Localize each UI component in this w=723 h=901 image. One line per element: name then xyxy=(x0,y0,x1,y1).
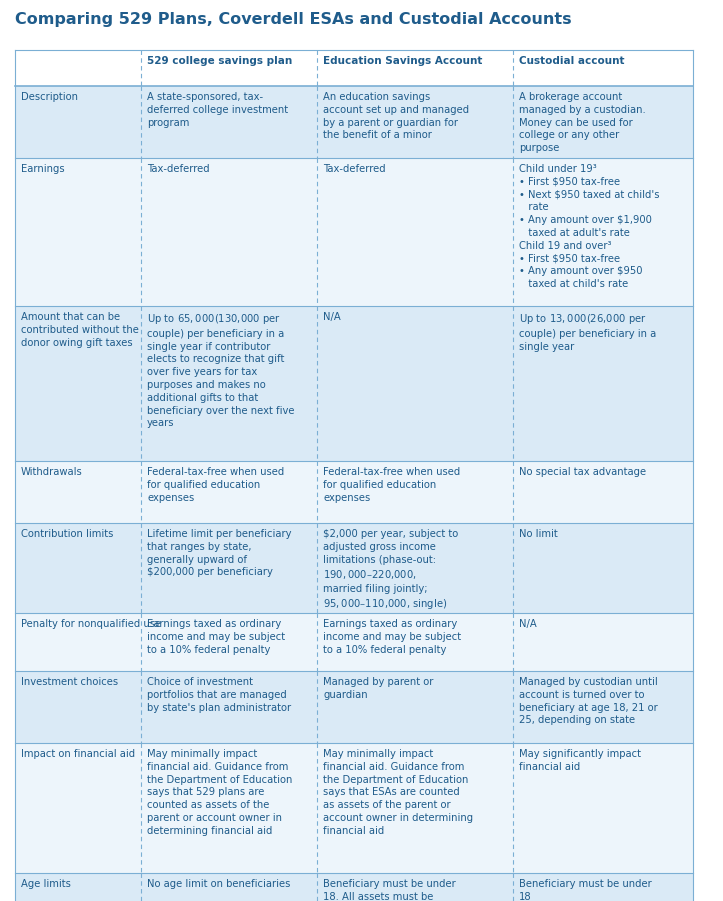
Text: $2,000 per year, subject to
adjusted gross income
limitations (phase-out:
$190,0: $2,000 per year, subject to adjusted gro… xyxy=(323,529,458,612)
Text: Managed by custodian until
account is turned over to
beneficiary at age 18, 21 o: Managed by custodian until account is tu… xyxy=(519,677,658,725)
Bar xyxy=(15,523,693,613)
Bar xyxy=(15,86,693,158)
Text: May significantly impact
financial aid: May significantly impact financial aid xyxy=(519,749,641,772)
Bar xyxy=(15,461,693,523)
Text: Managed by parent or
guardian: Managed by parent or guardian xyxy=(323,677,433,700)
Text: No age limit on beneficiaries: No age limit on beneficiaries xyxy=(147,879,291,889)
Text: No special tax advantage: No special tax advantage xyxy=(519,467,646,477)
Text: Child under 19³
• First $950 tax-free
• Next $950 taxed at child's
   rate
• Any: Child under 19³ • First $950 tax-free • … xyxy=(519,164,659,289)
Text: A state-sponsored, tax-
deferred college investment
program: A state-sponsored, tax- deferred college… xyxy=(147,92,288,128)
Text: Tax-deferred: Tax-deferred xyxy=(147,164,210,174)
Bar xyxy=(15,158,693,306)
Text: A brokerage account
managed by a custodian.
Money can be used for
college or any: A brokerage account managed by a custodi… xyxy=(519,92,646,153)
Text: Lifetime limit per beneficiary
that ranges by state,
generally upward of
$200,00: Lifetime limit per beneficiary that rang… xyxy=(147,529,291,578)
Text: Penalty for nonqualified use: Penalty for nonqualified use xyxy=(21,619,161,629)
Text: Tax-deferred: Tax-deferred xyxy=(323,164,385,174)
Text: Custodial account: Custodial account xyxy=(519,56,625,66)
Bar xyxy=(15,306,693,461)
Text: Age limits: Age limits xyxy=(21,879,71,889)
Text: Impact on financial aid: Impact on financial aid xyxy=(21,749,135,759)
Text: Up to $65,000 ($130,000 per
couple) per beneficiary in a
single year if contribu: Up to $65,000 ($130,000 per couple) per … xyxy=(147,312,294,428)
Text: May minimally impact
financial aid. Guidance from
the Department of Education
sa: May minimally impact financial aid. Guid… xyxy=(323,749,473,836)
Text: No limit: No limit xyxy=(519,529,557,539)
Bar xyxy=(15,873,693,901)
Text: Earnings taxed as ordinary
income and may be subject
to a 10% federal penalty: Earnings taxed as ordinary income and ma… xyxy=(147,619,285,655)
Bar xyxy=(15,671,693,743)
Text: Investment choices: Investment choices xyxy=(21,677,118,687)
Bar xyxy=(15,613,693,671)
Text: May minimally impact
financial aid. Guidance from
the Department of Education
sa: May minimally impact financial aid. Guid… xyxy=(147,749,292,836)
Text: Beneficiary must be under
18. All assets must be
distributed by child's 30th
bir: Beneficiary must be under 18. All assets… xyxy=(323,879,455,901)
Text: Federal-tax-free when used
for qualified education
expenses: Federal-tax-free when used for qualified… xyxy=(147,467,284,503)
Text: Amount that can be
contributed without the
donor owing gift taxes: Amount that can be contributed without t… xyxy=(21,312,139,348)
Text: N/A: N/A xyxy=(519,619,536,629)
Text: Earnings: Earnings xyxy=(21,164,64,174)
Bar xyxy=(15,743,693,873)
Text: Earnings taxed as ordinary
income and may be subject
to a 10% federal penalty: Earnings taxed as ordinary income and ma… xyxy=(323,619,461,655)
Text: An education savings
account set up and managed
by a parent or guardian for
the : An education savings account set up and … xyxy=(323,92,469,141)
Text: N/A: N/A xyxy=(323,312,341,322)
Text: Withdrawals: Withdrawals xyxy=(21,467,82,477)
Text: Education Savings Account: Education Savings Account xyxy=(323,56,482,66)
Text: Federal-tax-free when used
for qualified education
expenses: Federal-tax-free when used for qualified… xyxy=(323,467,461,503)
Text: Comparing 529 Plans, Coverdell ESAs and Custodial Accounts: Comparing 529 Plans, Coverdell ESAs and … xyxy=(15,12,572,27)
Text: Up to $13,000 ($26,000 per
couple) per beneficiary in a
single year: Up to $13,000 ($26,000 per couple) per b… xyxy=(519,312,656,351)
Text: Beneficiary must be under
18: Beneficiary must be under 18 xyxy=(519,879,651,901)
Text: Contribution limits: Contribution limits xyxy=(21,529,114,539)
Text: Choice of investment
portfolios that are managed
by state's plan administrator: Choice of investment portfolios that are… xyxy=(147,677,291,713)
Bar xyxy=(15,50,693,86)
Text: Description: Description xyxy=(21,92,78,102)
Text: 529 college savings plan: 529 college savings plan xyxy=(147,56,292,66)
